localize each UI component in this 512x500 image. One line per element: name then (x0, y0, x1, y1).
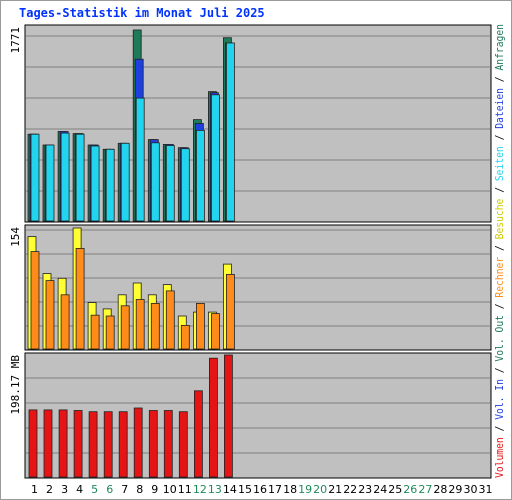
bar-middle-rechner-day-7 (120, 305, 130, 350)
bar-top-seiten-day-9 (150, 142, 160, 222)
bar-top-seiten-day-14 (225, 42, 235, 222)
x-tick-label-2: 2 (46, 483, 53, 496)
bar-middle-rechner-day-13 (210, 313, 220, 350)
chart-title: Tages-Statistik im Monat Juli 2025 (19, 6, 265, 20)
panel-middle (24, 224, 492, 351)
x-tick-label-23: 23 (358, 483, 372, 496)
legend-separator: / (493, 129, 506, 146)
bar-top-seiten-day-5 (90, 145, 100, 222)
x-tick-label-8: 8 (136, 483, 143, 496)
x-tick-label-14: 14 (223, 483, 237, 496)
bar-top-seiten-day-13 (210, 94, 220, 222)
bar-bottom-volumen-day-14 (223, 354, 233, 478)
bar-bottom-volumen-day-12 (193, 390, 203, 478)
bar-bottom-volumen-day-13 (208, 357, 218, 478)
bar-top-seiten-day-12 (195, 129, 205, 222)
x-tick-label-18: 18 (283, 483, 297, 496)
x-tick-label-16: 16 (253, 483, 267, 496)
bar-middle-rechner-day-1 (30, 251, 40, 350)
x-tick-label-11: 11 (178, 483, 192, 496)
x-tick-label-31: 31 (479, 483, 493, 496)
x-tick-label-1: 1 (31, 483, 38, 496)
legend-separator: / (493, 298, 506, 315)
x-tick-label-17: 17 (268, 483, 282, 496)
legend-entry-rechner: Rechner (493, 256, 506, 297)
bar-bottom-volumen-day-9 (148, 410, 158, 478)
bar-middle-rechner-day-6 (105, 315, 115, 350)
legend-entry-vol-out: Vol. Out (493, 315, 506, 362)
legend-right: Volumen / Vol. In / Vol. Out / Rechner /… (493, 24, 506, 478)
x-tick-label-12: 12 (193, 483, 207, 496)
legend-entry-dateien: Dateien (493, 88, 506, 129)
x-tick-label-9: 9 (151, 483, 158, 496)
bar-middle-rechner-day-14 (225, 273, 235, 350)
x-tick-label-29: 29 (448, 483, 462, 496)
x-tick-label-20: 20 (313, 483, 327, 496)
legend-entry-besuche: Besuche (493, 199, 506, 240)
y-max-label-top: 1771 (9, 27, 22, 54)
bar-bottom-volumen-day-2 (43, 409, 53, 478)
x-tick-label-27: 27 (418, 483, 432, 496)
legend-separator: / (493, 181, 506, 198)
bar-bottom-volumen-day-4 (73, 410, 83, 478)
bar-bottom-volumen-day-10 (163, 410, 173, 478)
bar-middle-rechner-day-10 (165, 290, 175, 350)
bar-bottom-volumen-day-6 (103, 411, 113, 478)
bar-bottom-volumen-day-7 (118, 411, 128, 478)
bar-middle-rechner-day-2 (45, 280, 55, 350)
bar-middle-rechner-day-12 (195, 302, 205, 350)
bar-top-seiten-day-11 (180, 148, 190, 222)
panel-top (24, 24, 492, 223)
bar-middle-rechner-day-5 (90, 314, 100, 350)
x-tick-label-26: 26 (403, 483, 417, 496)
x-tick-label-5: 5 (91, 483, 98, 496)
legend-entry-vol-in: Vol. In (493, 379, 506, 420)
legend-separator: / (493, 362, 506, 379)
x-tick-label-13: 13 (208, 483, 222, 496)
bar-middle-rechner-day-8 (135, 299, 145, 350)
bar-top-seiten-day-4 (75, 133, 85, 222)
legend-entry-anfragen: Anfragen (493, 24, 506, 71)
bar-bottom-volumen-day-11 (178, 411, 188, 478)
x-tick-label-25: 25 (388, 483, 402, 496)
bar-middle-rechner-day-9 (150, 302, 160, 350)
x-tick-label-22: 22 (343, 483, 357, 496)
bar-bottom-volumen-day-5 (88, 411, 98, 478)
bar-bottom-volumen-day-1 (28, 409, 38, 478)
x-tick-label-28: 28 (433, 483, 447, 496)
bar-top-seiten-day-10 (165, 145, 175, 222)
x-tick-label-10: 10 (163, 483, 177, 496)
bar-top-seiten-day-8 (135, 97, 145, 222)
bar-top-seiten-day-2 (45, 144, 55, 222)
bar-middle-rechner-day-4 (75, 247, 85, 350)
x-tick-label-30: 30 (464, 483, 478, 496)
y-max-label-middle: 154 (9, 227, 22, 247)
x-tick-label-19: 19 (298, 483, 312, 496)
bar-top-seiten-day-7 (120, 142, 130, 222)
legend-entry-seiten: Seiten (493, 146, 506, 181)
x-tick-label-3: 3 (61, 483, 68, 496)
bar-top-seiten-day-6 (105, 148, 115, 222)
bar-top-seiten-day-1 (30, 133, 40, 222)
x-tick-label-6: 6 (106, 483, 113, 496)
x-tick-label-15: 15 (238, 483, 252, 496)
legend-separator: / (493, 239, 506, 256)
bar-middle-rechner-day-3 (60, 294, 70, 350)
legend-entry-volumen: Volumen (493, 437, 506, 478)
bar-middle-rechner-day-11 (180, 324, 190, 350)
legend-separator: / (493, 71, 506, 88)
x-tick-label-21: 21 (328, 483, 342, 496)
panel-bottom (24, 352, 492, 479)
bar-bottom-volumen-day-3 (58, 409, 68, 478)
legend-separator: / (493, 420, 506, 437)
bar-bottom-volumen-day-8 (133, 407, 143, 478)
x-tick-label-4: 4 (76, 483, 83, 496)
bar-top-seiten-day-3 (60, 132, 70, 222)
y-max-label-bottom: 198.17 MB (9, 355, 22, 415)
x-tick-label-24: 24 (373, 483, 387, 496)
x-tick-label-7: 7 (121, 483, 128, 496)
